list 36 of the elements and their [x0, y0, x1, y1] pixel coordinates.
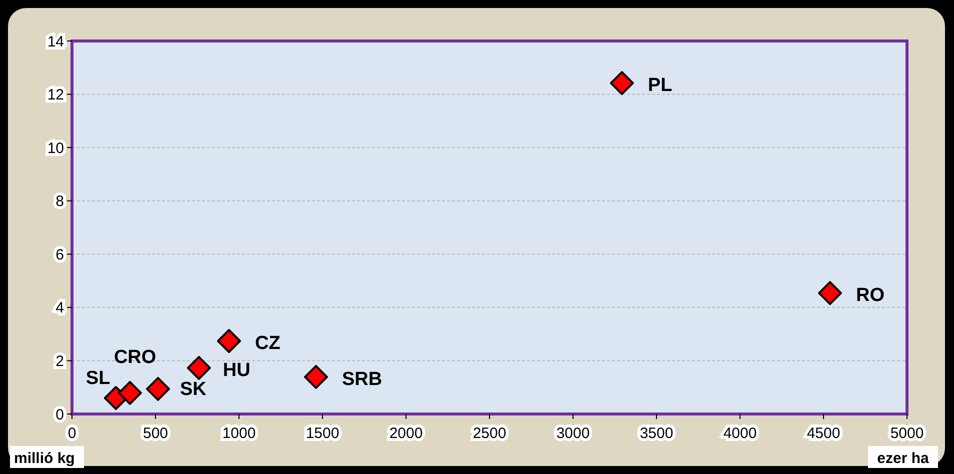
x-tick-label: 1000 [222, 425, 256, 442]
point [118, 380, 142, 405]
x-tick-label: 3000 [556, 425, 590, 442]
point [216, 329, 241, 353]
annotation: CZ [254, 333, 281, 354]
y-tick-label: 0 [56, 406, 64, 424]
y-tick-label: 10 [47, 140, 64, 157]
point [610, 71, 634, 96]
y-tick-label: 4 [56, 300, 64, 317]
x-tick-label: 4500 [806, 425, 840, 442]
point [818, 281, 842, 306]
x-tick-label: 500 [142, 425, 168, 442]
x-tick-label: 0 [68, 425, 76, 442]
y-tick-label: 8 [56, 193, 64, 210]
point [186, 356, 211, 380]
annotation: HU [222, 360, 250, 381]
x-tick-label: 5000 [890, 425, 924, 442]
y-tick-label: 2 [56, 352, 64, 370]
annotation: SL [86, 368, 111, 390]
annotation: PL [648, 75, 673, 96]
x-tick-label: 2000 [389, 425, 423, 442]
y-tick-label: 12 [47, 86, 64, 104]
y-axis-title: millió kg [14, 450, 75, 467]
x-tick-label: 3500 [640, 425, 674, 442]
x-tick-label: 1500 [306, 425, 340, 442]
y-tick-label: 6 [56, 246, 64, 264]
x-axis-title: ezer ha [877, 450, 930, 467]
point [304, 364, 328, 389]
annotation: SRB [342, 368, 382, 390]
x-tick-label: 2500 [472, 425, 506, 442]
annotation: SK [180, 378, 207, 400]
x-tick-label: 4000 [723, 425, 757, 442]
y-tick-label: 14 [47, 33, 64, 50]
annotation: CRO [114, 346, 156, 368]
annotation: RO [856, 285, 885, 306]
point [146, 376, 170, 401]
